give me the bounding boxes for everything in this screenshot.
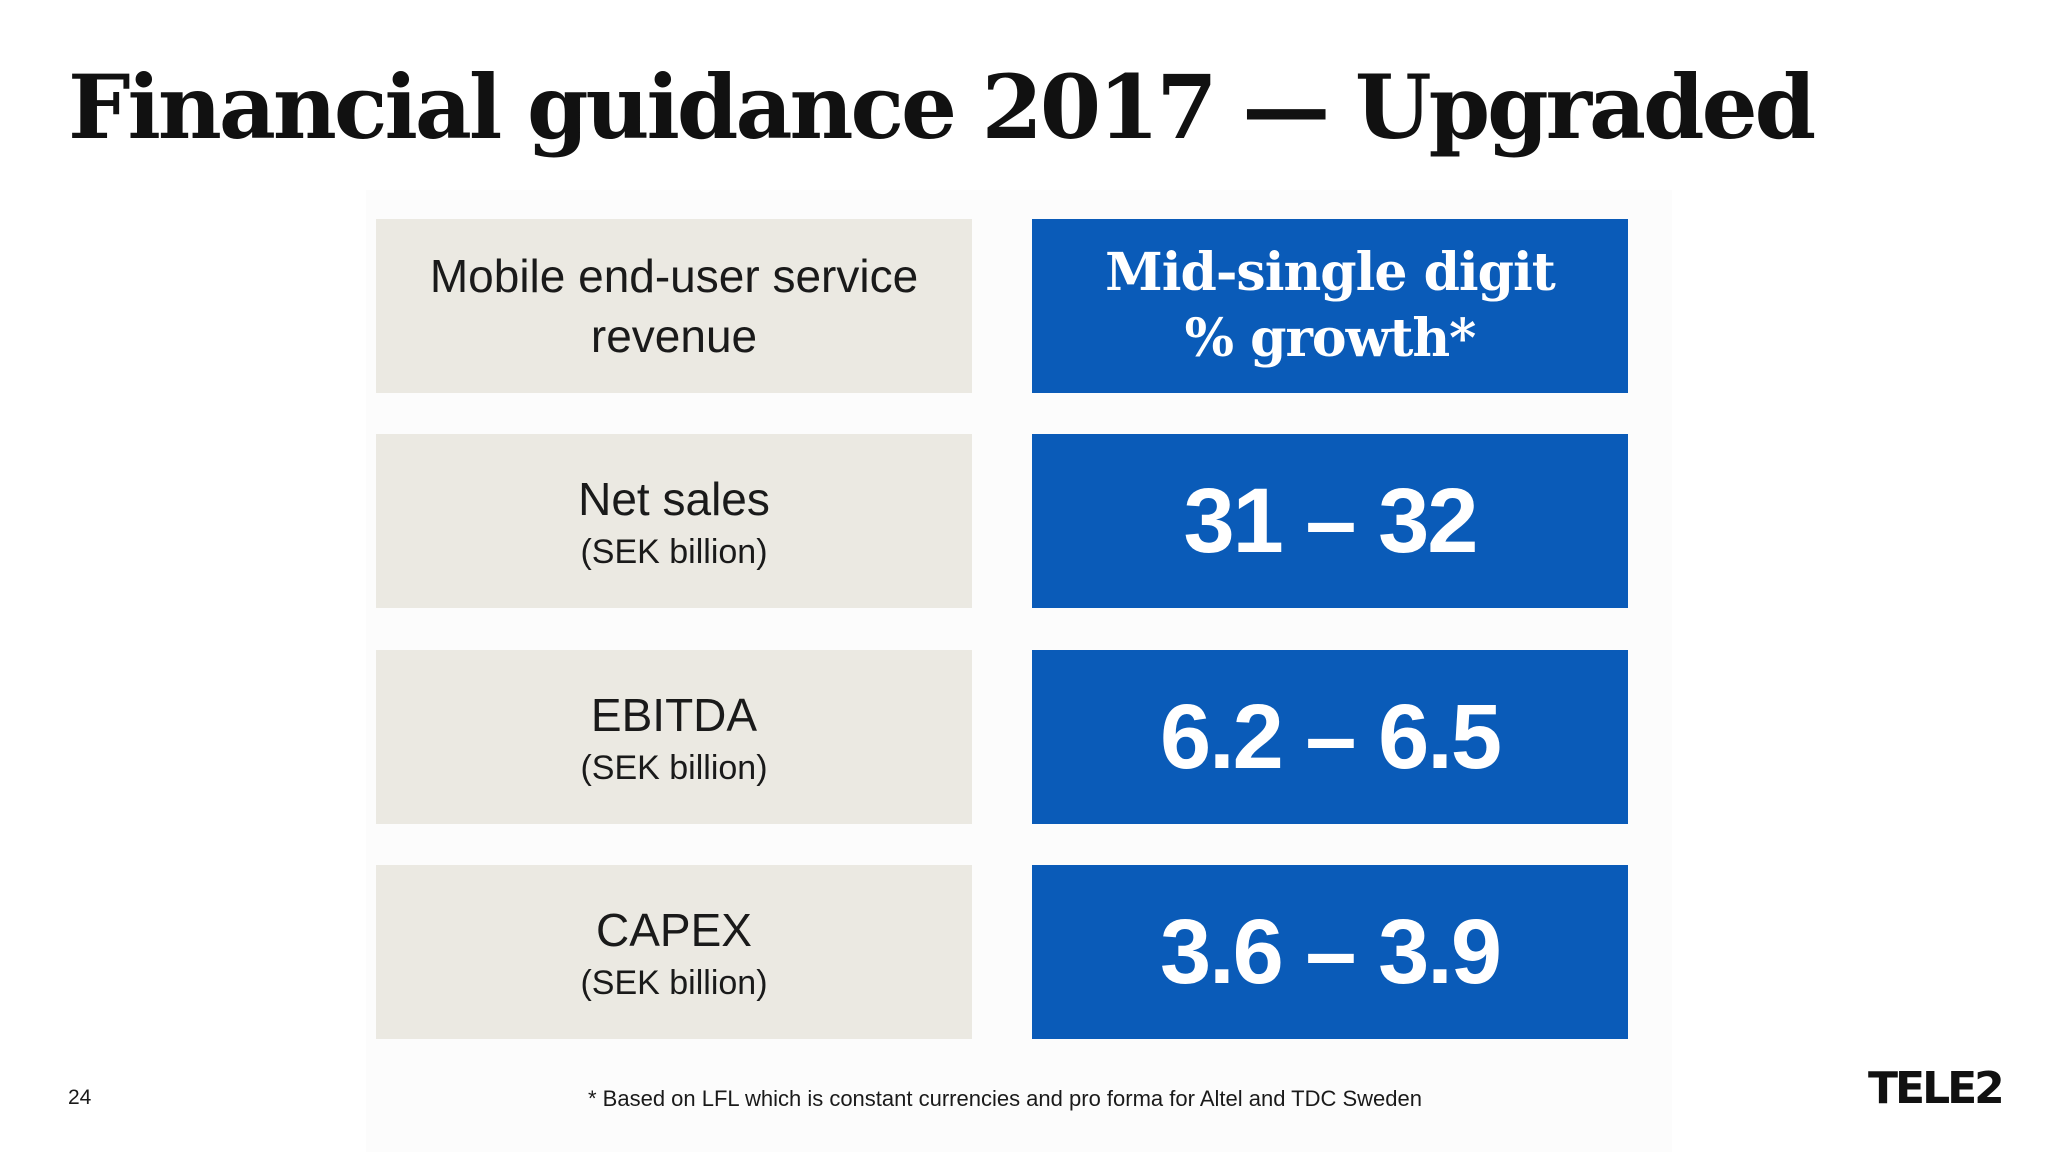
page-number: 24: [68, 1086, 92, 1109]
guidance-label: EBITDA: [590, 689, 758, 741]
guidance-label: CAPEX: [596, 904, 752, 956]
guidance-value-cell: 6.2 – 6.5: [1032, 650, 1628, 824]
guidance-value: Mid-single digit % growth*: [1105, 242, 1556, 369]
guidance-row-mobile-revenue: Mobile end-user service revenue Mid-sing…: [376, 219, 1628, 393]
guidance-label-cell: Mobile end-user service revenue: [376, 219, 972, 393]
guidance-value: 3.6 – 3.9: [1159, 901, 1502, 1003]
guidance-row-capex: CAPEX (SEK billion) 3.6 – 3.9: [376, 865, 1628, 1039]
guidance-label-cell: EBITDA (SEK billion): [376, 650, 972, 824]
guidance-sublabel: (SEK billion): [580, 749, 768, 787]
guidance-row-ebitda: EBITDA (SEK billion) 6.2 – 6.5: [376, 650, 1628, 824]
guidance-value-cell: Mid-single digit % growth*: [1032, 219, 1628, 393]
guidance-label: Net sales: [578, 473, 770, 525]
footnote: * Based on LFL which is constant currenc…: [588, 1086, 1422, 1111]
guidance-value-cell: 3.6 – 3.9: [1032, 865, 1628, 1039]
guidance-sublabel: (SEK billion): [580, 533, 768, 571]
guidance-value-cell: 31 – 32: [1032, 434, 1628, 608]
guidance-value: 6.2 – 6.5: [1159, 686, 1502, 788]
guidance-label: Mobile end-user service revenue: [429, 250, 919, 362]
guidance-label-cell: CAPEX (SEK billion): [376, 865, 972, 1039]
guidance-sublabel: (SEK billion): [580, 964, 768, 1002]
guidance-row-net-sales: Net sales (SEK billion) 31 – 32: [376, 434, 1628, 608]
guidance-value: 31 – 32: [1183, 470, 1479, 572]
guidance-label-cell: Net sales (SEK billion): [376, 434, 972, 608]
slide-title: Financial guidance 2017 — Upgraded: [68, 55, 1816, 159]
tele2-logo: TELE2: [1868, 1063, 2005, 1114]
